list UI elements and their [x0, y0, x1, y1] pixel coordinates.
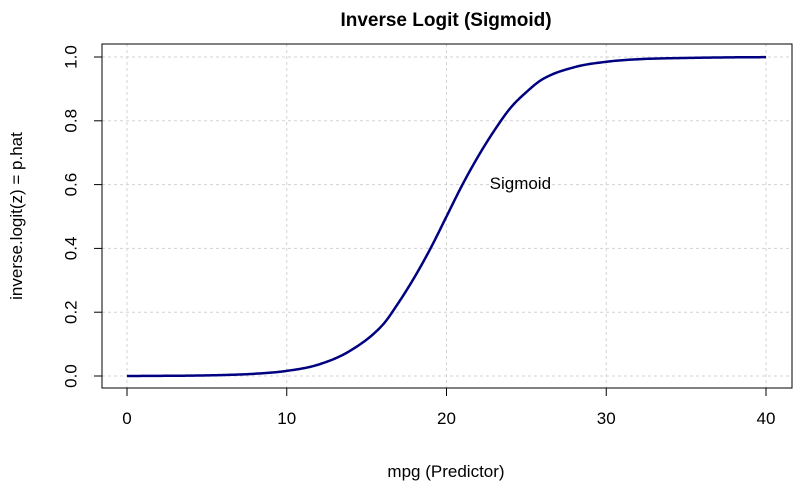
y-axis-label: inverse.logit(z) = p.hat	[7, 132, 26, 300]
y-tick-label-0: 0.0	[61, 364, 80, 388]
sigmoid-annotation: Sigmoid	[490, 174, 551, 193]
x-axis: 0 10 20 30 40	[122, 387, 776, 428]
y-tick-label-4: 0.8	[61, 109, 80, 133]
x-tick-label-4: 40	[757, 409, 776, 428]
x-tick-label-0: 0	[122, 409, 131, 428]
x-axis-label: mpg (Predictor)	[387, 462, 504, 481]
x-tick-label-1: 10	[277, 409, 296, 428]
y-tick-label-3: 0.6	[61, 173, 80, 197]
grid	[102, 44, 792, 388]
y-tick-label-2: 0.4	[61, 237, 80, 261]
sigmoid-line	[126, 55, 767, 378]
x-tick-label-2: 20	[437, 409, 456, 428]
chart-title: Inverse Logit (Sigmoid)	[340, 10, 551, 31]
y-tick-label-5: 1.0	[61, 45, 80, 69]
y-tick-label-1: 0.2	[61, 300, 80, 324]
x-tick-label-3: 30	[597, 409, 616, 428]
y-axis: 0.0 0.2 0.4 0.6 0.8 1.0	[61, 45, 103, 388]
